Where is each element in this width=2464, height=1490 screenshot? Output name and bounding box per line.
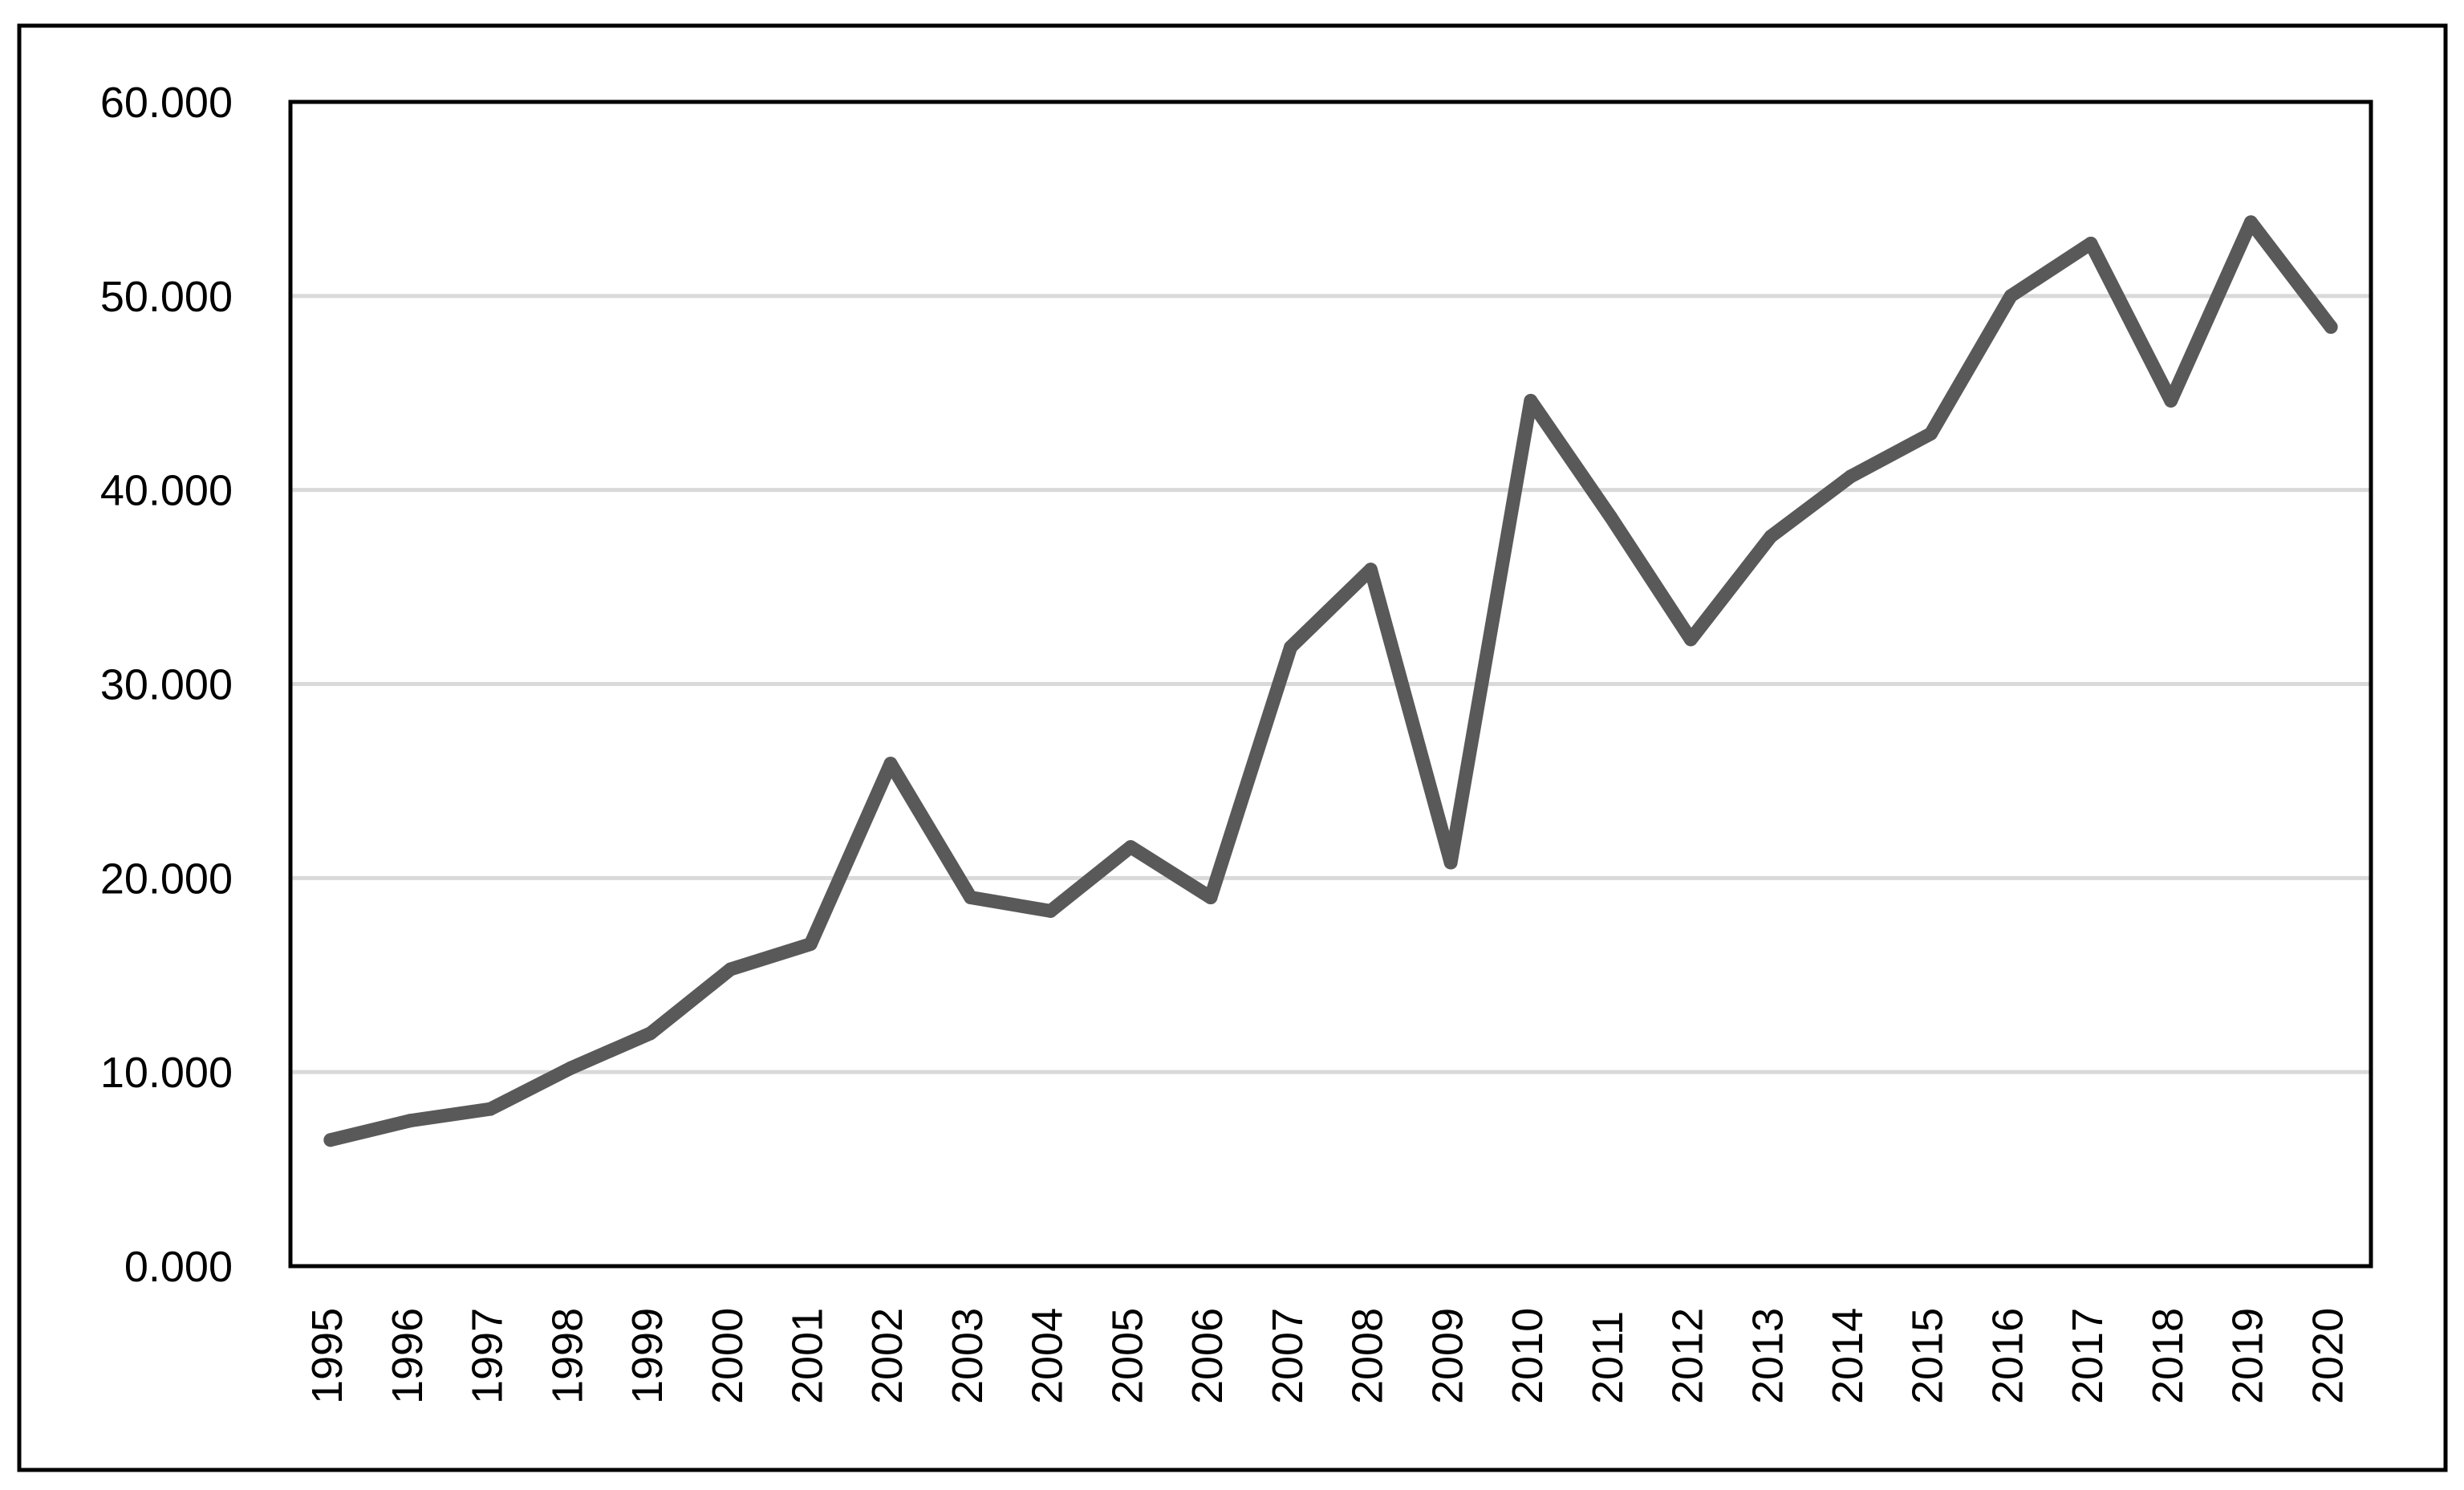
x-tick-label: 2008	[1344, 1308, 1392, 1404]
data-point	[483, 1102, 497, 1116]
x-tick-label: 1996	[384, 1308, 432, 1404]
x-tick-label: 2017	[2064, 1308, 2112, 1404]
data-point	[1764, 530, 1778, 544]
x-tick-label: 2005	[1103, 1308, 1151, 1404]
x-tick-label: 2009	[1423, 1308, 1471, 1404]
x-axis: 1995 1996 1997 1998 1999 2000 2001 2002 2003 2004…	[303, 1308, 2352, 1404]
x-tick-label: 2006	[1183, 1308, 1232, 1404]
x-tick-label: 2007	[1264, 1308, 1312, 1404]
data-point	[1443, 855, 1458, 870]
plot-area-frame	[288, 99, 2373, 1269]
x-tick-label: 2000	[704, 1308, 752, 1404]
x-tick-label: 2013	[1743, 1308, 1792, 1404]
x-tick-label: 2003	[944, 1308, 992, 1404]
x-tick-label: 2004	[1024, 1308, 1072, 1404]
data-point	[724, 962, 738, 976]
y-tick-label: 10.000	[100, 1049, 233, 1097]
data-point	[964, 891, 978, 905]
series-line	[323, 215, 2338, 1147]
x-tick-label: 1999	[623, 1308, 672, 1404]
data-point	[2324, 320, 2338, 335]
x-tick-label: 2001	[784, 1308, 832, 1404]
x-tick-label: 1998	[543, 1308, 591, 1404]
gridlines	[290, 294, 2371, 1074]
data-point	[563, 1061, 578, 1075]
data-point	[883, 757, 898, 771]
data-point	[404, 1114, 418, 1128]
y-tick-label: 0.000	[124, 1243, 233, 1291]
y-tick-label: 60.000	[100, 79, 233, 127]
x-tick-label: 2012	[1664, 1308, 1712, 1404]
y-tick-label: 30.000	[100, 661, 233, 709]
data-point	[803, 937, 818, 952]
data-points	[323, 215, 2338, 1147]
x-tick-label: 2010	[1504, 1308, 1552, 1404]
data-point	[1604, 510, 1618, 525]
x-tick-label: 2020	[2304, 1308, 2352, 1404]
x-tick-label: 2016	[1983, 1308, 2032, 1404]
data-point	[1123, 840, 1138, 855]
x-tick-label: 2014	[1824, 1308, 1872, 1404]
x-tick-label: 2015	[1904, 1308, 1952, 1404]
data-point	[1844, 469, 1858, 484]
y-tick-label: 20.000	[100, 855, 233, 903]
y-tick-label: 40.000	[100, 467, 233, 515]
x-tick-label: 2011	[1584, 1311, 1632, 1404]
data-point	[643, 1026, 658, 1041]
x-tick-label: 2002	[863, 1308, 911, 1404]
data-point	[1043, 903, 1057, 918]
data-point	[2243, 215, 2258, 229]
data-point	[2003, 289, 2018, 303]
outer-border	[17, 23, 2448, 1472]
x-tick-label: 2019	[2224, 1308, 2272, 1404]
data-point	[1204, 891, 1218, 905]
x-tick-label: 1997	[464, 1308, 512, 1404]
y-tick-label: 50.000	[100, 273, 233, 321]
data-point	[2084, 237, 2098, 251]
y-axis: 0.000 10.000 20.000 30.000 40.000 50.000 60.00…	[100, 79, 233, 1291]
data-point	[1683, 632, 1698, 647]
data-point	[1524, 393, 1538, 408]
data-point	[1923, 427, 1938, 441]
data-point	[323, 1133, 338, 1147]
data-point	[2164, 393, 2178, 408]
x-tick-label: 1995	[303, 1308, 351, 1404]
data-point	[1284, 640, 1298, 655]
data-point	[1363, 562, 1378, 577]
x-tick-label: 2018	[2144, 1308, 2192, 1404]
